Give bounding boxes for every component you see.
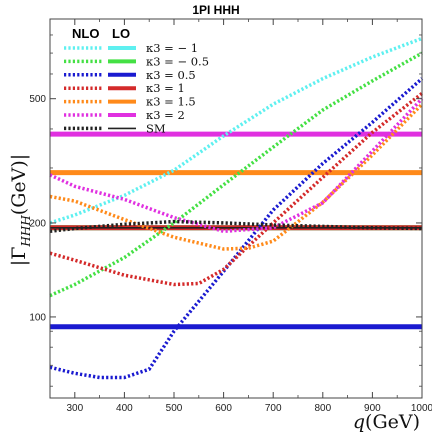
- plot-frame: [49, 18, 423, 399]
- x-tick-label: 900: [364, 403, 381, 414]
- nlo-curve-4: [49, 102, 424, 251]
- chart-title: 1PI HHH: [192, 3, 239, 17]
- y-tick-label: 200: [29, 218, 46, 229]
- legend-label-4: κ3 = 1.5: [146, 95, 196, 109]
- legend-label-3: κ3 = 1: [146, 81, 185, 95]
- nlo-curve-3: [49, 92, 424, 287]
- nlo-curve-6: [49, 219, 423, 234]
- y-axis-label: |ΓHHH(GeV)|: [8, 154, 33, 266]
- nlo-lines: [49, 36, 424, 380]
- x-tick-label: 800: [314, 403, 331, 414]
- x-tick-label: 600: [215, 403, 232, 414]
- nlo-curve-0: [49, 36, 423, 225]
- x-tick-label: 400: [116, 403, 133, 414]
- legend-header-nlo: NLO: [72, 26, 99, 41]
- x-tick-label: 700: [265, 403, 282, 414]
- lo-lines: [50, 131, 422, 330]
- nlo-curve-5: [49, 97, 424, 234]
- y-tick-label: 100: [29, 312, 46, 323]
- legend-label-2: κ3 = 0.5: [146, 68, 196, 82]
- legend-label-6: SM: [146, 121, 166, 135]
- x-tick-label: 500: [166, 403, 183, 414]
- nlo-curve-2: [49, 77, 424, 380]
- x-axis-ticks: 300 400 500 600 700 800 900 1000: [49, 19, 432, 414]
- x-tick-label: 1000: [411, 403, 432, 414]
- x-tick-label: 300: [66, 403, 83, 414]
- legend-label-1: κ3 = − 0.5: [146, 54, 209, 68]
- nlo-curve-1: [49, 51, 423, 298]
- x-axis-label: q(GeV): [353, 411, 420, 433]
- y-axis-ticks: 100 200 500: [29, 34, 422, 387]
- legend-label-0: κ3 = − 1: [146, 41, 198, 55]
- y-tick-label: 500: [29, 94, 46, 105]
- legend-header-lo: LO: [112, 26, 130, 41]
- legend-label-5: κ3 = 2: [146, 108, 185, 122]
- legend: NLO LO κ3 = − 1κ3 = − 0.5κ3 = 0.5κ3 = 1κ…: [64, 26, 209, 135]
